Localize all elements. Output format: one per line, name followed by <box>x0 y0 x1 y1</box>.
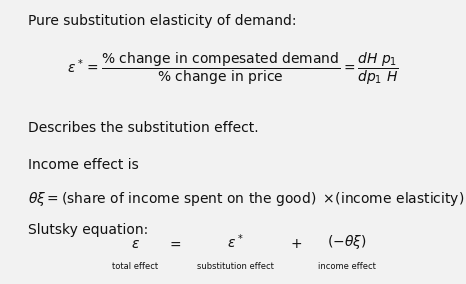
Text: income effect: income effect <box>318 262 376 271</box>
Text: $=$: $=$ <box>167 237 182 251</box>
Text: Slutsky equation:: Slutsky equation: <box>28 223 148 237</box>
Text: Pure substitution elasticity of demand:: Pure substitution elasticity of demand: <box>28 14 296 28</box>
Text: total effect: total effect <box>112 262 158 271</box>
Text: $\varepsilon^*$: $\varepsilon^*$ <box>227 233 244 251</box>
Text: $\varepsilon^* = \dfrac{\%\ \mathsf{change\ in\ compesated\ demand}}{\%\ \mathsf: $\varepsilon^* = \dfrac{\%\ \mathsf{chan… <box>67 51 399 87</box>
Text: Describes the substitution effect.: Describes the substitution effect. <box>28 121 259 135</box>
Text: $(-\theta\xi)$: $(-\theta\xi)$ <box>328 233 367 251</box>
Text: $+$: $+$ <box>290 237 302 251</box>
Text: substitution effect: substitution effect <box>197 262 274 271</box>
Text: $\theta\xi = \mathsf{(share\ of\ income\ spent\ on\ the\ good)}\ \times\!\mathsf: $\theta\xi = \mathsf{(share\ of\ income\… <box>28 190 464 208</box>
Text: $\varepsilon$: $\varepsilon$ <box>130 237 140 251</box>
Text: Income effect is: Income effect is <box>28 158 139 172</box>
